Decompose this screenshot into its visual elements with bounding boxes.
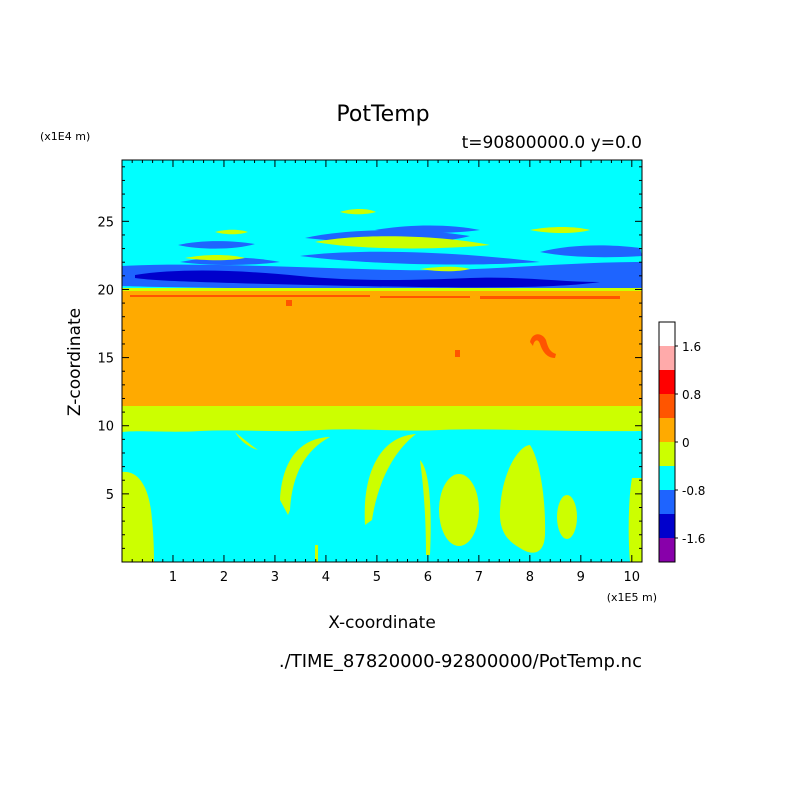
- colorbar-tick-label: 1.6: [682, 340, 701, 354]
- colorbar-swatch: [659, 442, 675, 466]
- x-tick-label: 7: [475, 570, 483, 585]
- y-tick-label: 5: [106, 488, 114, 503]
- y-axis-label: Z-coordinate: [65, 308, 85, 416]
- colorbar-swatch: [659, 490, 675, 514]
- plot-frame: [121, 159, 643, 563]
- x-tick-label: 9: [577, 570, 585, 585]
- colorbar-tick-label: 0.8: [682, 388, 701, 402]
- yellow-transition-band: [122, 406, 642, 434]
- plume-streak: [315, 545, 318, 562]
- yellow-streak-3: [530, 227, 590, 233]
- colorbar-swatch: [659, 394, 675, 418]
- x-tick-label: 5: [373, 570, 381, 585]
- x-axis-ticks: 1 2 3 4 5 6 7 8 9 10: [131, 160, 641, 585]
- colorbar-tick-label: 0: [682, 436, 690, 450]
- plume-right-edge: [628, 478, 642, 562]
- colorbar: [658, 321, 676, 563]
- x-tick-label: 8: [526, 570, 534, 585]
- yellow-streak-4: [340, 209, 376, 215]
- blue-streak-1: [178, 241, 255, 249]
- x-tick-label: 3: [271, 570, 279, 585]
- dark-blue-streak: [135, 270, 600, 288]
- x-tick-label: 1: [169, 570, 177, 585]
- y-tick-label: 20: [97, 283, 114, 298]
- x-tick-label: 2: [220, 570, 228, 585]
- colorbar-swatch: [659, 346, 675, 370]
- x-tick-label: 10: [624, 570, 641, 585]
- orange-band: [122, 291, 642, 406]
- yellow-streak-2: [315, 236, 490, 249]
- lower-cyan-region: [122, 429, 642, 562]
- chart-title: PotTemp: [336, 102, 429, 127]
- x-unit-label: (x1E5 m): [607, 591, 657, 604]
- colorbar-tick-label: -1.6: [682, 532, 705, 546]
- source-file-label: ./TIME_87820000-92800000/PotTemp.nc: [279, 651, 642, 672]
- x-tick-label: 4: [322, 570, 330, 585]
- colorbar-swatch: [659, 418, 675, 442]
- yellow-streak-1: [215, 229, 248, 235]
- colorbar-labels: 1.6 0.8 0 -0.8 -1.6: [675, 340, 705, 546]
- y-tick-label: 25: [97, 215, 114, 230]
- y-tick-label: 10: [97, 420, 114, 435]
- plume-oval-1: [439, 474, 479, 546]
- plume-left-edge: [122, 471, 154, 562]
- red-orange-specks: [130, 295, 620, 357]
- colorbar-swatch: [659, 370, 675, 394]
- yellow-streak-5: [185, 255, 245, 261]
- plume-oval-2: [499, 445, 546, 553]
- chart-subtitle: t=90800000.0 y=0.0: [462, 133, 642, 153]
- y-unit-label: (x1E4 m): [40, 130, 90, 143]
- colorbar-swatch: [659, 514, 675, 538]
- colorbar-tick-label: -0.8: [682, 484, 705, 498]
- blue-streak-5: [375, 225, 480, 233]
- colorbar-swatch: [659, 466, 675, 490]
- tropopause-yellow-line: [122, 288, 642, 291]
- plume-oval-3: [557, 495, 577, 539]
- plume-arc-1: [280, 437, 330, 515]
- y-axis-ticks: 5 10 15 20 25: [97, 166, 642, 549]
- colorbar-swatch: [659, 538, 675, 562]
- x-tick-label: 6: [424, 570, 432, 585]
- red-orange-hook: [530, 334, 556, 358]
- blue-streak-3: [300, 251, 540, 265]
- contour-field: [122, 160, 642, 562]
- y-tick-label: 15: [97, 352, 114, 367]
- yellow-streak-6: [420, 266, 470, 272]
- x-axis-label: X-coordinate: [328, 613, 436, 633]
- plume-arc-2: [364, 434, 416, 525]
- blue-streak-4: [540, 245, 642, 258]
- plume-arc-3: [420, 460, 431, 555]
